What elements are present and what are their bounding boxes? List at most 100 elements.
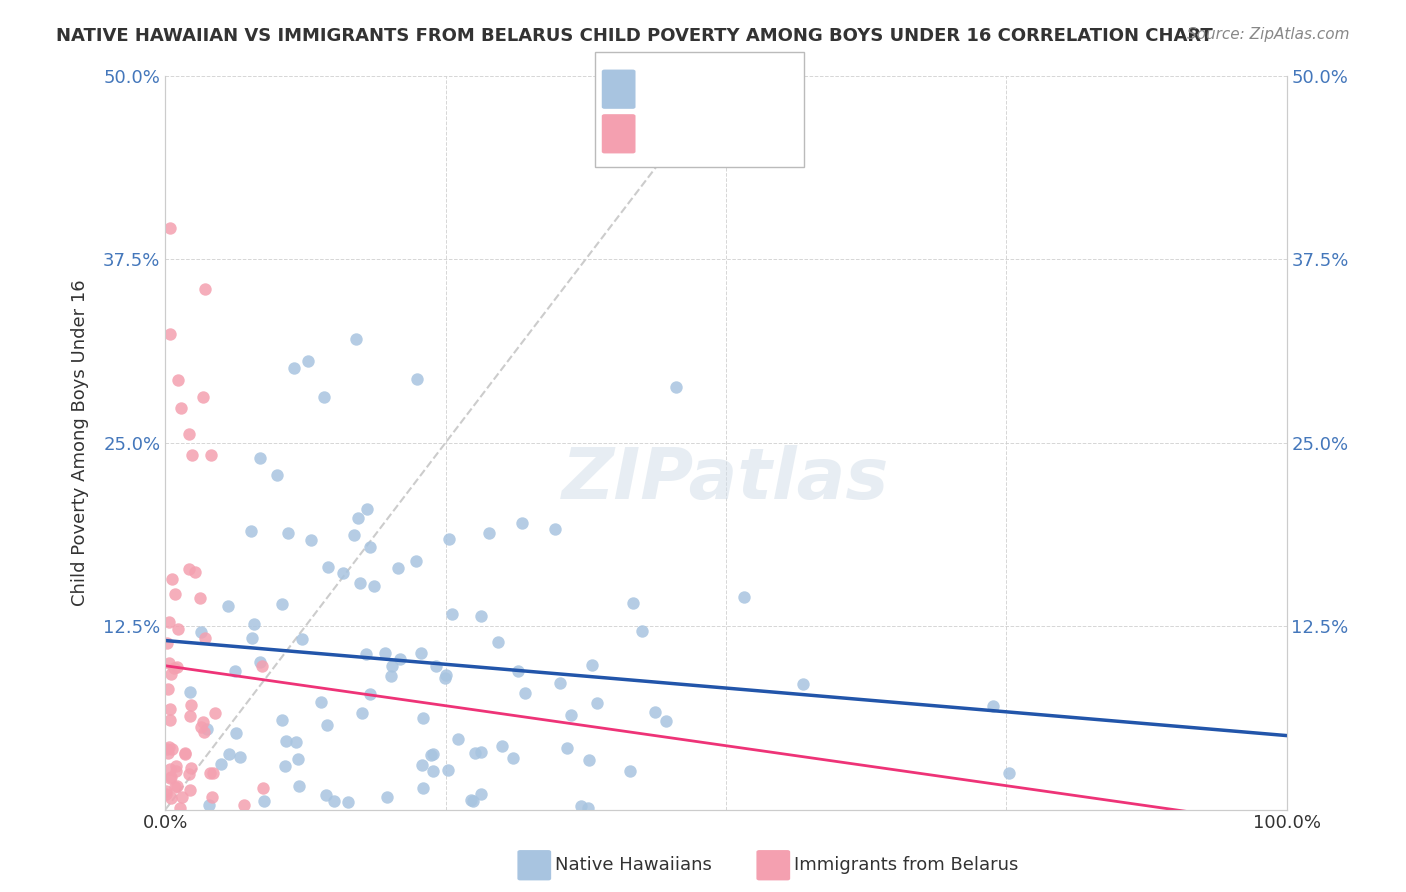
- Point: [179, 783, 201, 797]
- Point: [412, 781, 434, 796]
- Point: [346, 511, 368, 525]
- Point: [374, 646, 396, 660]
- Point: [179, 684, 201, 698]
- Point: [190, 591, 212, 606]
- Point: [159, 702, 181, 716]
- Point: [447, 732, 470, 747]
- Point: [440, 607, 463, 622]
- Point: [243, 617, 266, 632]
- Point: [174, 746, 197, 760]
- Text: N =: N =: [724, 120, 768, 139]
- Point: [665, 380, 688, 394]
- Point: [180, 448, 202, 462]
- Point: [316, 717, 339, 731]
- Point: [277, 526, 299, 541]
- Point: [356, 502, 378, 516]
- Point: [387, 561, 409, 575]
- Text: Source: ZipAtlas.com: Source: ZipAtlas.com: [1187, 27, 1350, 42]
- Point: [159, 739, 181, 754]
- Point: [198, 798, 221, 813]
- Point: [581, 658, 603, 673]
- Point: [177, 562, 200, 576]
- Point: [630, 624, 652, 638]
- Point: [159, 221, 181, 235]
- Point: [411, 646, 433, 660]
- Point: [344, 332, 367, 346]
- Point: [172, 789, 194, 804]
- Point: [309, 695, 332, 709]
- Point: [179, 426, 201, 441]
- Point: [287, 751, 309, 765]
- Point: [252, 781, 274, 796]
- Point: [190, 720, 212, 734]
- Point: [515, 686, 537, 700]
- Point: [491, 739, 513, 753]
- Point: [194, 282, 217, 296]
- Point: [792, 677, 814, 691]
- Point: [204, 706, 226, 721]
- Text: R =: R =: [640, 120, 682, 139]
- Point: [557, 740, 579, 755]
- Point: [218, 747, 240, 761]
- Point: [375, 789, 398, 804]
- Point: [169, 401, 191, 415]
- Point: [422, 747, 444, 761]
- Point: [388, 652, 411, 666]
- Point: [405, 372, 427, 386]
- Point: [478, 526, 501, 541]
- Point: [359, 687, 381, 701]
- Point: [998, 765, 1021, 780]
- Text: 101: 101: [759, 70, 800, 90]
- Point: [343, 527, 366, 541]
- Point: [157, 656, 180, 670]
- Point: [159, 762, 181, 776]
- Point: [159, 327, 181, 342]
- Point: [252, 794, 274, 808]
- Point: [332, 566, 354, 580]
- Point: [337, 795, 360, 809]
- Point: [644, 706, 666, 720]
- Point: [359, 540, 381, 554]
- Point: [157, 615, 180, 629]
- Point: [315, 788, 337, 802]
- Point: [201, 765, 224, 780]
- Point: [165, 764, 187, 779]
- Point: [191, 390, 214, 404]
- Point: [560, 707, 582, 722]
- Point: [232, 798, 254, 813]
- Point: [165, 759, 187, 773]
- Point: [271, 713, 294, 727]
- Point: [297, 354, 319, 368]
- Point: [184, 565, 207, 579]
- Text: 0.249: 0.249: [686, 70, 748, 90]
- Point: [548, 675, 571, 690]
- Point: [167, 622, 190, 636]
- Point: [544, 522, 567, 536]
- Point: [160, 791, 183, 805]
- Point: [276, 733, 298, 747]
- Text: 58: 58: [759, 120, 786, 139]
- Point: [157, 682, 180, 697]
- Point: [349, 575, 371, 590]
- Text: R =: R =: [640, 70, 682, 90]
- Point: [266, 467, 288, 482]
- Text: NATIVE HAWAIIAN VS IMMIGRANTS FROM BELARUS CHILD POVERTY AMONG BOYS UNDER 16 COR: NATIVE HAWAIIAN VS IMMIGRANTS FROM BELAR…: [56, 27, 1213, 45]
- Point: [655, 714, 678, 728]
- Point: [167, 373, 190, 387]
- Point: [166, 660, 188, 674]
- Point: [288, 779, 311, 793]
- Point: [225, 726, 247, 740]
- Y-axis label: Child Poverty Among Boys Under 16: Child Poverty Among Boys Under 16: [72, 279, 89, 606]
- Point: [381, 659, 404, 673]
- Point: [425, 658, 447, 673]
- Point: [163, 587, 186, 601]
- Point: [163, 780, 186, 794]
- Point: [578, 754, 600, 768]
- Point: [463, 794, 485, 808]
- Point: [419, 748, 441, 763]
- Point: [576, 801, 599, 815]
- Point: [380, 668, 402, 682]
- Point: [156, 636, 179, 650]
- Point: [155, 784, 177, 798]
- Point: [193, 724, 215, 739]
